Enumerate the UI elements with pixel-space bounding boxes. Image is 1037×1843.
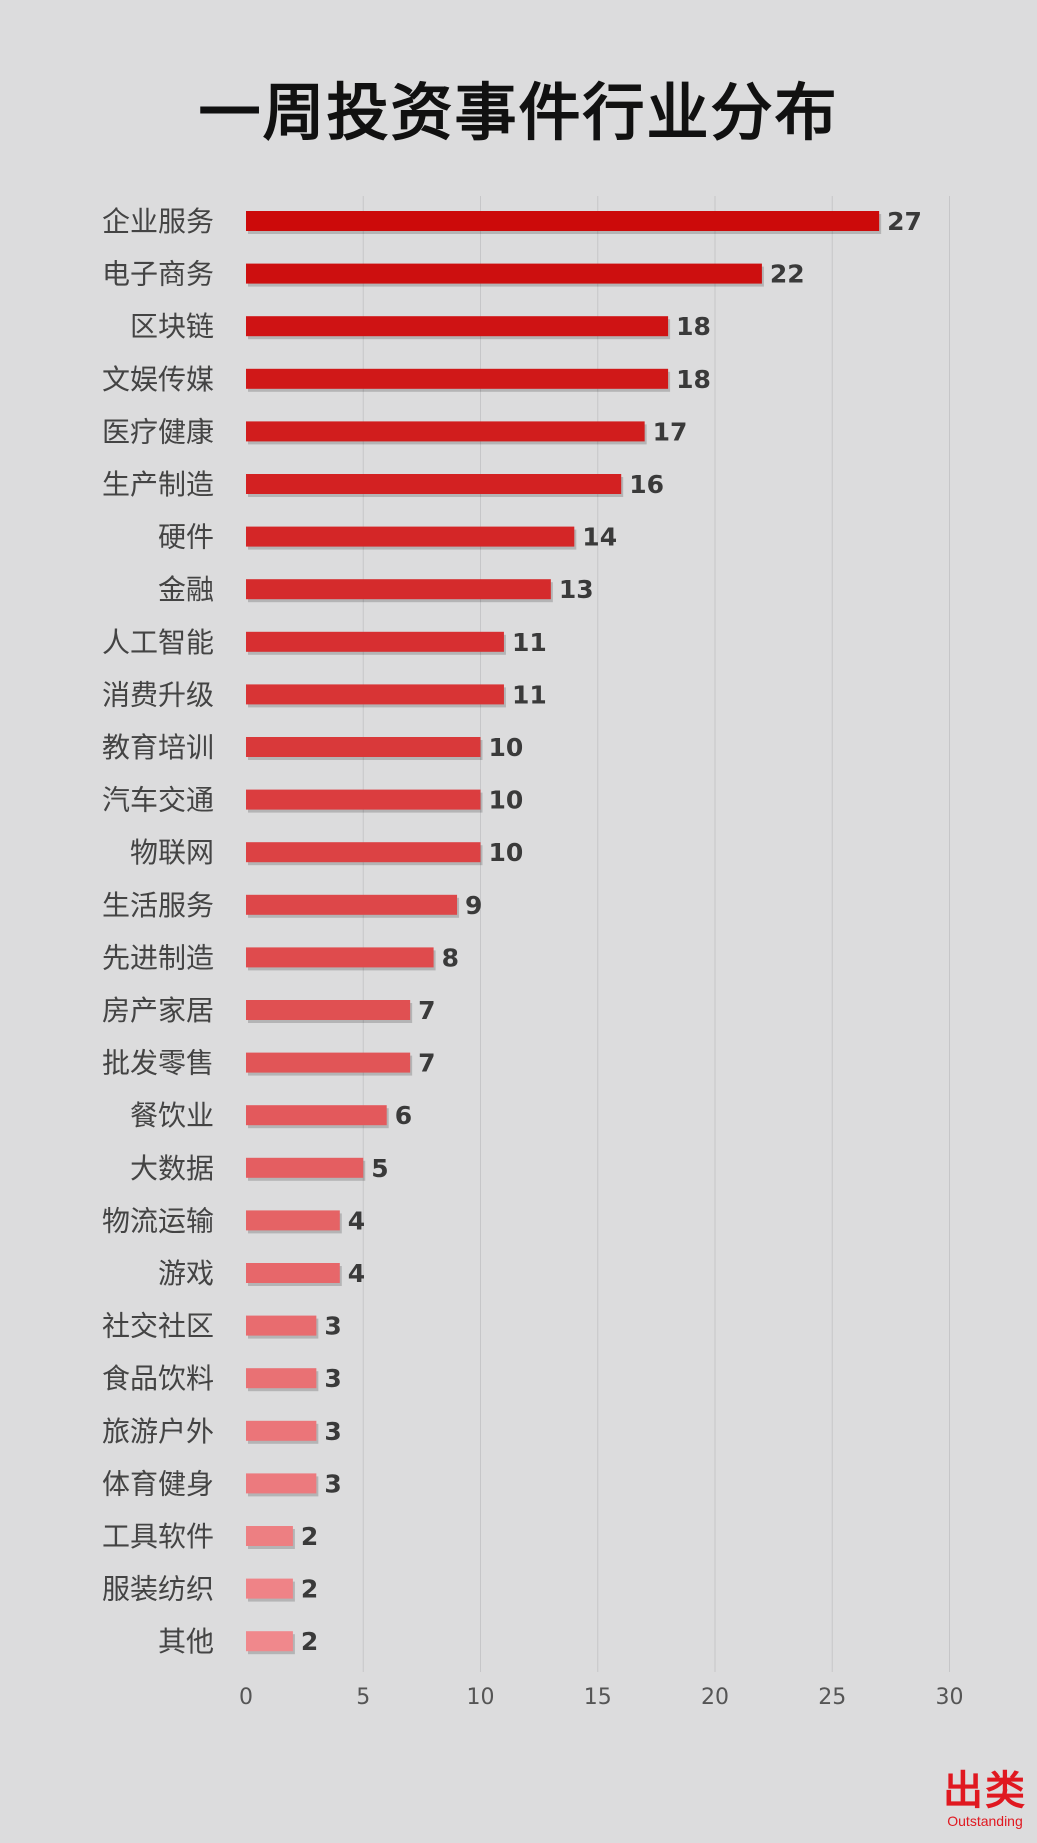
x-tick-label: 0: [239, 1685, 253, 1710]
category-label: 食品饮料: [102, 1362, 214, 1395]
category-label: 生产制造: [102, 468, 214, 501]
data-label: 11: [512, 680, 547, 709]
bar: [246, 1210, 340, 1231]
category-label: 企业服务: [102, 205, 214, 238]
x-tick-label: 5: [356, 1685, 370, 1710]
brand-logo: 出类 Outstanding: [943, 1769, 1027, 1829]
category-label: 生活服务: [102, 889, 214, 922]
bar: [246, 842, 481, 863]
data-label: 10: [489, 838, 524, 867]
bar: [246, 1105, 387, 1126]
bar: [246, 1631, 293, 1652]
data-label: 16: [629, 470, 664, 499]
logo-wordmark: 出类: [943, 1768, 1027, 1814]
data-label: 8: [442, 943, 459, 972]
category-label: 教育培训: [102, 731, 214, 764]
data-label: 5: [371, 1154, 388, 1183]
bar: [246, 368, 669, 389]
category-label: 物联网: [130, 836, 214, 869]
category-label: 金融: [158, 573, 214, 606]
data-label: 4: [348, 1259, 365, 1288]
category-label: 区块链: [130, 310, 214, 343]
bar: [246, 263, 762, 284]
bar: [246, 1473, 317, 1494]
category-label: 体育健身: [102, 1467, 214, 1500]
data-label: 2: [301, 1627, 318, 1656]
category-label: 旅游户外: [102, 1415, 214, 1448]
category-label: 批发零售: [102, 1047, 214, 1080]
data-label: 3: [324, 1312, 341, 1341]
data-label: 6: [395, 1101, 412, 1130]
data-label: 22: [770, 260, 805, 289]
data-label: 4: [348, 1206, 365, 1235]
category-label: 工具软件: [102, 1520, 214, 1553]
x-tick-label: 20: [701, 1685, 729, 1710]
bar: [246, 1526, 293, 1546]
data-label: 14: [582, 523, 617, 552]
bar: [246, 1368, 317, 1389]
category-label: 餐饮业: [130, 1099, 214, 1132]
bar: [246, 631, 504, 652]
data-label: 11: [512, 628, 547, 657]
x-tick-label: 15: [584, 1685, 612, 1710]
data-label: 10: [489, 786, 524, 815]
x-tick-label: 25: [818, 1685, 846, 1710]
category-label: 文娱传媒: [102, 363, 214, 396]
bar: [246, 211, 880, 231]
bar: [246, 1157, 364, 1178]
bar: [246, 1052, 411, 1073]
category-label: 社交社区: [102, 1310, 214, 1343]
bar: [246, 1315, 317, 1336]
category-label: 硬件: [158, 521, 214, 554]
category-label: 人工智能: [102, 626, 214, 659]
data-label: 3: [324, 1364, 341, 1393]
data-label: 13: [559, 575, 594, 604]
data-label: 27: [887, 207, 922, 236]
bar: [246, 579, 551, 600]
data-label: 10: [489, 733, 524, 762]
data-label: 2: [301, 1575, 318, 1604]
category-label: 消费升级: [102, 678, 214, 711]
category-label: 服装纺织: [102, 1573, 214, 1606]
x-tick-label: 10: [467, 1685, 495, 1710]
bar: [246, 316, 669, 337]
bar: [246, 526, 575, 547]
data-label: 7: [418, 996, 435, 1025]
data-label: 2: [301, 1522, 318, 1551]
bar: [246, 789, 481, 810]
data-label: 18: [676, 312, 711, 341]
data-label: 17: [653, 417, 688, 446]
data-label: 3: [324, 1417, 341, 1446]
category-label: 房产家居: [102, 994, 214, 1027]
bar: [246, 1578, 293, 1599]
category-label: 医疗健康: [102, 415, 214, 448]
bar: [246, 894, 458, 915]
bar: [246, 1000, 411, 1020]
data-label: 3: [324, 1469, 341, 1498]
category-label: 物流运输: [102, 1204, 214, 1237]
x-tick-label: 30: [936, 1685, 964, 1710]
bar: [246, 1263, 340, 1283]
data-label: 7: [418, 1049, 435, 1078]
category-label: 电子商务: [102, 258, 214, 291]
bar: [246, 474, 622, 494]
chart-title: 一周投资事件行业分布: [198, 76, 839, 149]
bar: [246, 684, 504, 705]
logo-subtitle: Outstanding: [947, 1813, 1023, 1829]
bar: [246, 421, 645, 442]
category-label: 大数据: [130, 1152, 214, 1185]
category-label: 游戏: [158, 1257, 214, 1290]
bar: [246, 737, 481, 757]
bar: [246, 1420, 317, 1441]
category-label: 先进制造: [102, 941, 214, 974]
data-label: 9: [465, 891, 482, 920]
category-label: 汽车交通: [102, 784, 214, 817]
bar: [246, 947, 434, 968]
category-label: 其他: [158, 1625, 214, 1658]
data-label: 18: [676, 365, 711, 394]
